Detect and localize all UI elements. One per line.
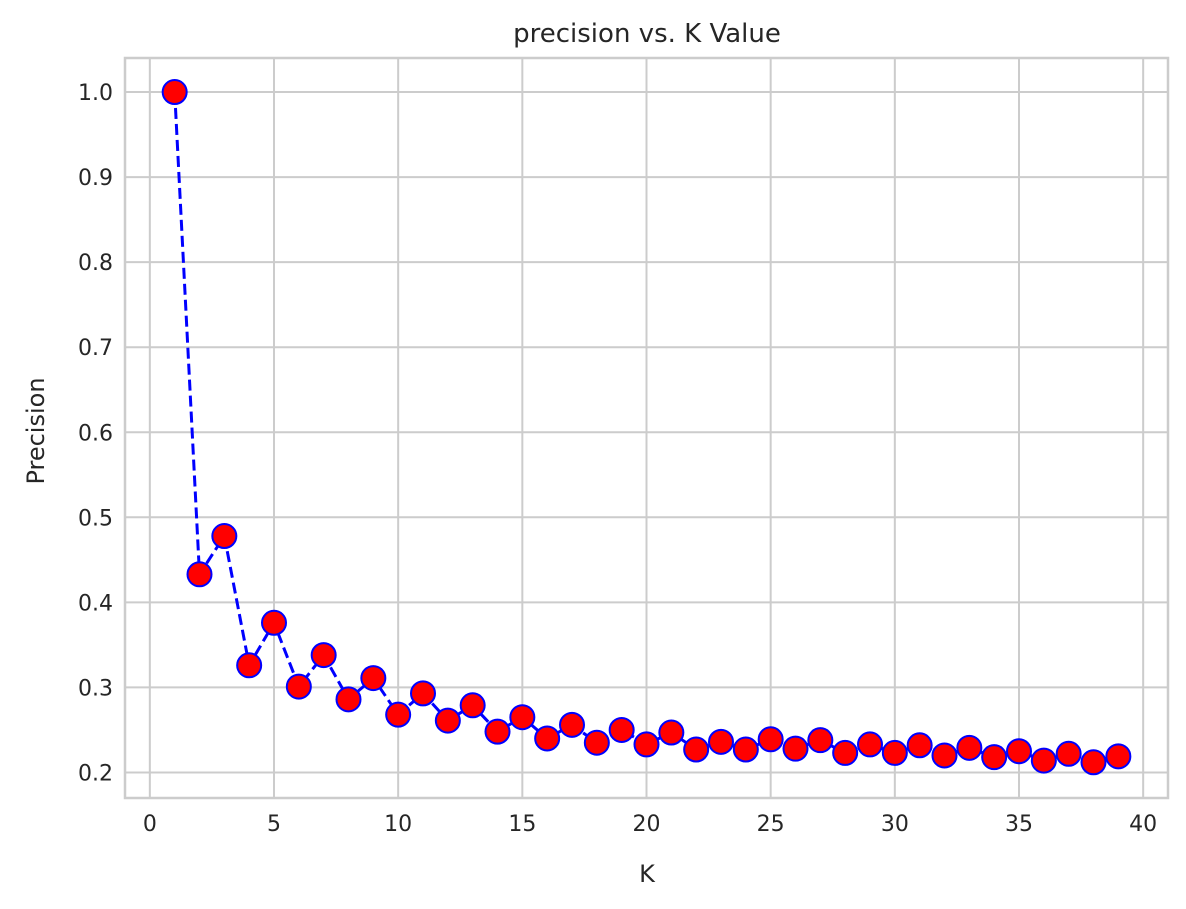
series-precision <box>161 79 1132 776</box>
data-point <box>385 701 412 728</box>
y-tick-label: 0.3 <box>78 676 113 701</box>
data-point <box>534 725 561 752</box>
data-point <box>236 652 263 679</box>
data-point <box>931 742 958 769</box>
y-tick-label: 0.4 <box>78 591 113 616</box>
data-point <box>732 736 759 763</box>
grid <box>125 58 1168 798</box>
x-tick-label: 0 <box>143 812 157 837</box>
y-tick-label: 0.6 <box>78 421 113 446</box>
plot-area-frame <box>123 56 1170 800</box>
data-point <box>807 727 834 754</box>
data-point <box>1055 740 1082 767</box>
data-point <box>1080 749 1107 776</box>
data-point <box>261 609 287 636</box>
data-point <box>1030 747 1057 774</box>
x-tick-label: 30 <box>881 812 909 837</box>
data-point <box>211 523 238 550</box>
x-tick-label: 25 <box>757 812 785 837</box>
y-tick-label: 0.9 <box>78 166 113 191</box>
data-point <box>434 707 461 734</box>
y-tick-label: 0.8 <box>78 251 113 276</box>
data-point <box>658 719 685 746</box>
data-point <box>484 718 511 745</box>
data-point <box>683 736 710 763</box>
y-tick-label: 0.5 <box>78 506 113 531</box>
y-axis-label: Precision <box>22 377 50 484</box>
data-point <box>559 711 585 738</box>
data-point <box>608 716 635 743</box>
data-point <box>335 686 362 713</box>
data-point <box>310 642 337 669</box>
data-point <box>757 726 784 753</box>
data-point <box>633 731 660 758</box>
data-point <box>956 734 983 761</box>
data-point <box>410 680 436 707</box>
data-point <box>981 744 1008 771</box>
x-tick-label: 5 <box>267 812 281 837</box>
data-point <box>459 692 486 719</box>
x-tick-label: 20 <box>633 812 661 837</box>
data-point <box>186 561 213 588</box>
x-axis-ticks: 0 5 10 15 20 25 30 35 40 <box>143 812 1157 837</box>
x-tick-label: 35 <box>1005 812 1033 837</box>
x-tick-label: 10 <box>384 812 412 837</box>
x-axis-label: K <box>639 860 656 888</box>
data-point <box>782 735 809 762</box>
data-point <box>285 673 312 700</box>
data-point <box>360 665 387 692</box>
data-point <box>161 79 188 106</box>
data-point <box>1006 738 1032 765</box>
data-point <box>881 739 908 766</box>
data-point <box>906 732 933 759</box>
y-axis-ticks: 0.2 0.3 0.4 0.5 0.6 0.7 0.8 0.9 1.0 <box>78 81 113 786</box>
chart-title: precision vs. K Value <box>513 19 781 49</box>
data-point <box>583 729 610 756</box>
data-point <box>857 731 883 758</box>
x-tick-label: 15 <box>508 812 536 837</box>
y-tick-label: 0.2 <box>78 761 113 786</box>
data-point <box>1105 743 1132 770</box>
data-point <box>832 739 859 766</box>
data-point <box>509 704 536 731</box>
y-tick-label: 0.7 <box>78 336 113 361</box>
data-point <box>708 728 734 755</box>
axes-border <box>123 56 1170 800</box>
y-tick-label: 1.0 <box>78 81 113 106</box>
x-tick-label: 40 <box>1129 812 1157 837</box>
